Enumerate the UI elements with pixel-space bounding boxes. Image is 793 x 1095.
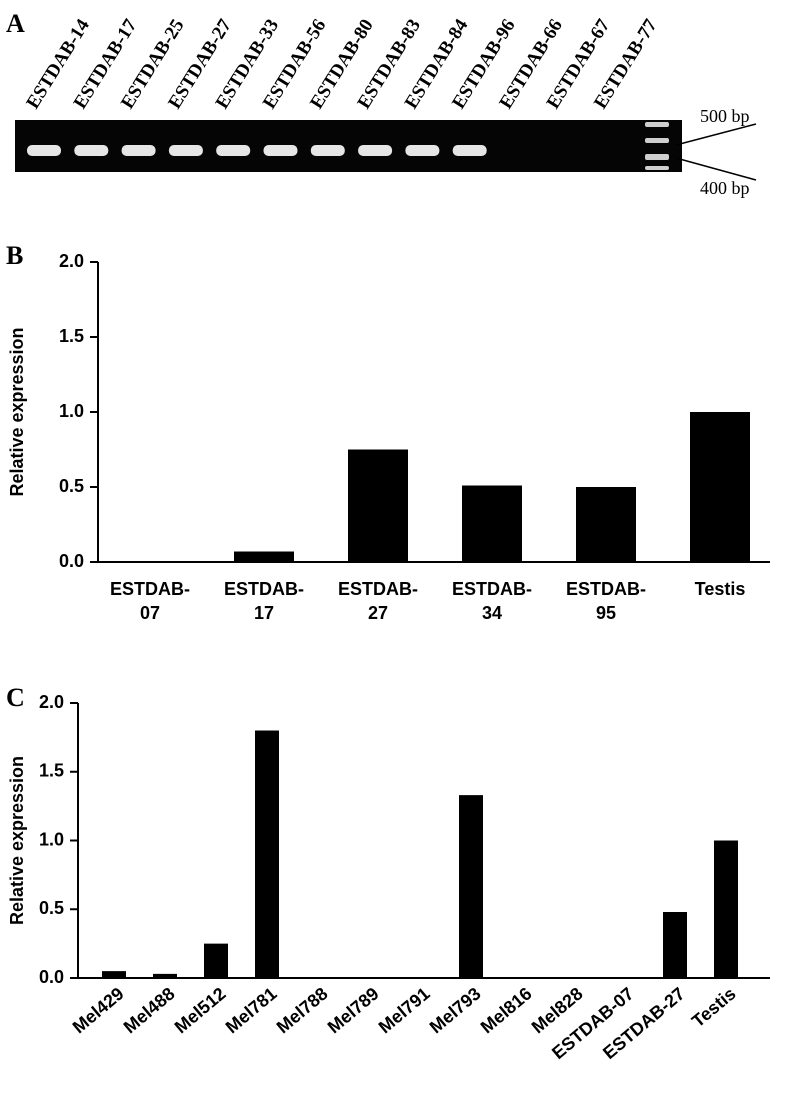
x-tick-label: ESTDAB-34 <box>452 579 532 623</box>
gel-band <box>263 145 298 156</box>
y-tick-label: 1.5 <box>59 326 84 346</box>
x-tick-label: Mel512 <box>171 983 230 1037</box>
y-tick-label: 2.0 <box>59 251 84 271</box>
bar <box>690 412 750 562</box>
gel-band <box>358 145 393 156</box>
x-tick-label: ESTDAB-17 <box>224 579 304 623</box>
y-tick-label: 0.0 <box>39 967 64 987</box>
x-tick-label: ESTDAB-27 <box>338 579 418 623</box>
panel-label: A <box>6 9 25 38</box>
bar <box>153 973 177 978</box>
x-tick-label: Mel793 <box>426 983 485 1037</box>
bar <box>663 912 687 978</box>
x-tick-label: ESTDAB-95 <box>566 579 646 623</box>
bar <box>204 943 228 978</box>
y-tick-label: 2.0 <box>39 692 64 712</box>
marker-line <box>675 157 757 181</box>
y-tick-label: 1.0 <box>59 401 84 421</box>
y-tick-label: 0.0 <box>59 551 84 571</box>
ladder <box>645 122 669 170</box>
panel-label: B <box>6 241 23 270</box>
y-tick-label: 0.5 <box>39 898 64 918</box>
x-tick-label: Mel488 <box>120 983 179 1037</box>
gel-band <box>310 145 345 156</box>
gel-band <box>405 145 440 156</box>
marker-line <box>675 123 757 146</box>
gel <box>15 120 682 172</box>
x-tick-label: ESTDAB-07 <box>110 579 190 623</box>
bar <box>576 487 636 562</box>
x-tick-label: Mel781 <box>222 983 281 1037</box>
marker-label: 400 bp <box>700 178 750 198</box>
gel-band <box>452 145 487 156</box>
bar <box>102 971 126 978</box>
gel-band <box>74 145 109 156</box>
x-tick-label: Mel429 <box>69 983 128 1037</box>
panel-label: C <box>6 683 25 712</box>
x-tick-label: Mel788 <box>273 983 332 1037</box>
marker-label: 500 bp <box>700 106 750 126</box>
y-tick-label: 1.5 <box>39 761 64 781</box>
bar <box>714 840 738 978</box>
gel-band <box>216 145 251 156</box>
gel-band <box>168 145 203 156</box>
bar <box>459 795 483 978</box>
y-tick-label: 0.5 <box>59 476 84 496</box>
gel-band <box>27 145 61 156</box>
y-tick-label: 1.0 <box>39 829 64 849</box>
x-tick-label: Mel816 <box>477 983 536 1037</box>
bar <box>462 485 522 562</box>
x-tick-label: Mel791 <box>375 983 434 1037</box>
x-tick-label: Testis <box>695 579 746 599</box>
bar <box>348 449 408 562</box>
bar <box>255 730 279 978</box>
bar <box>234 551 294 562</box>
gel-band <box>121 145 156 156</box>
y-axis-label: Relative expression <box>7 327 27 496</box>
x-tick-label: Mel789 <box>324 983 383 1037</box>
x-tick-label: Testis <box>688 983 740 1031</box>
y-axis-label: Relative expression <box>7 756 27 925</box>
